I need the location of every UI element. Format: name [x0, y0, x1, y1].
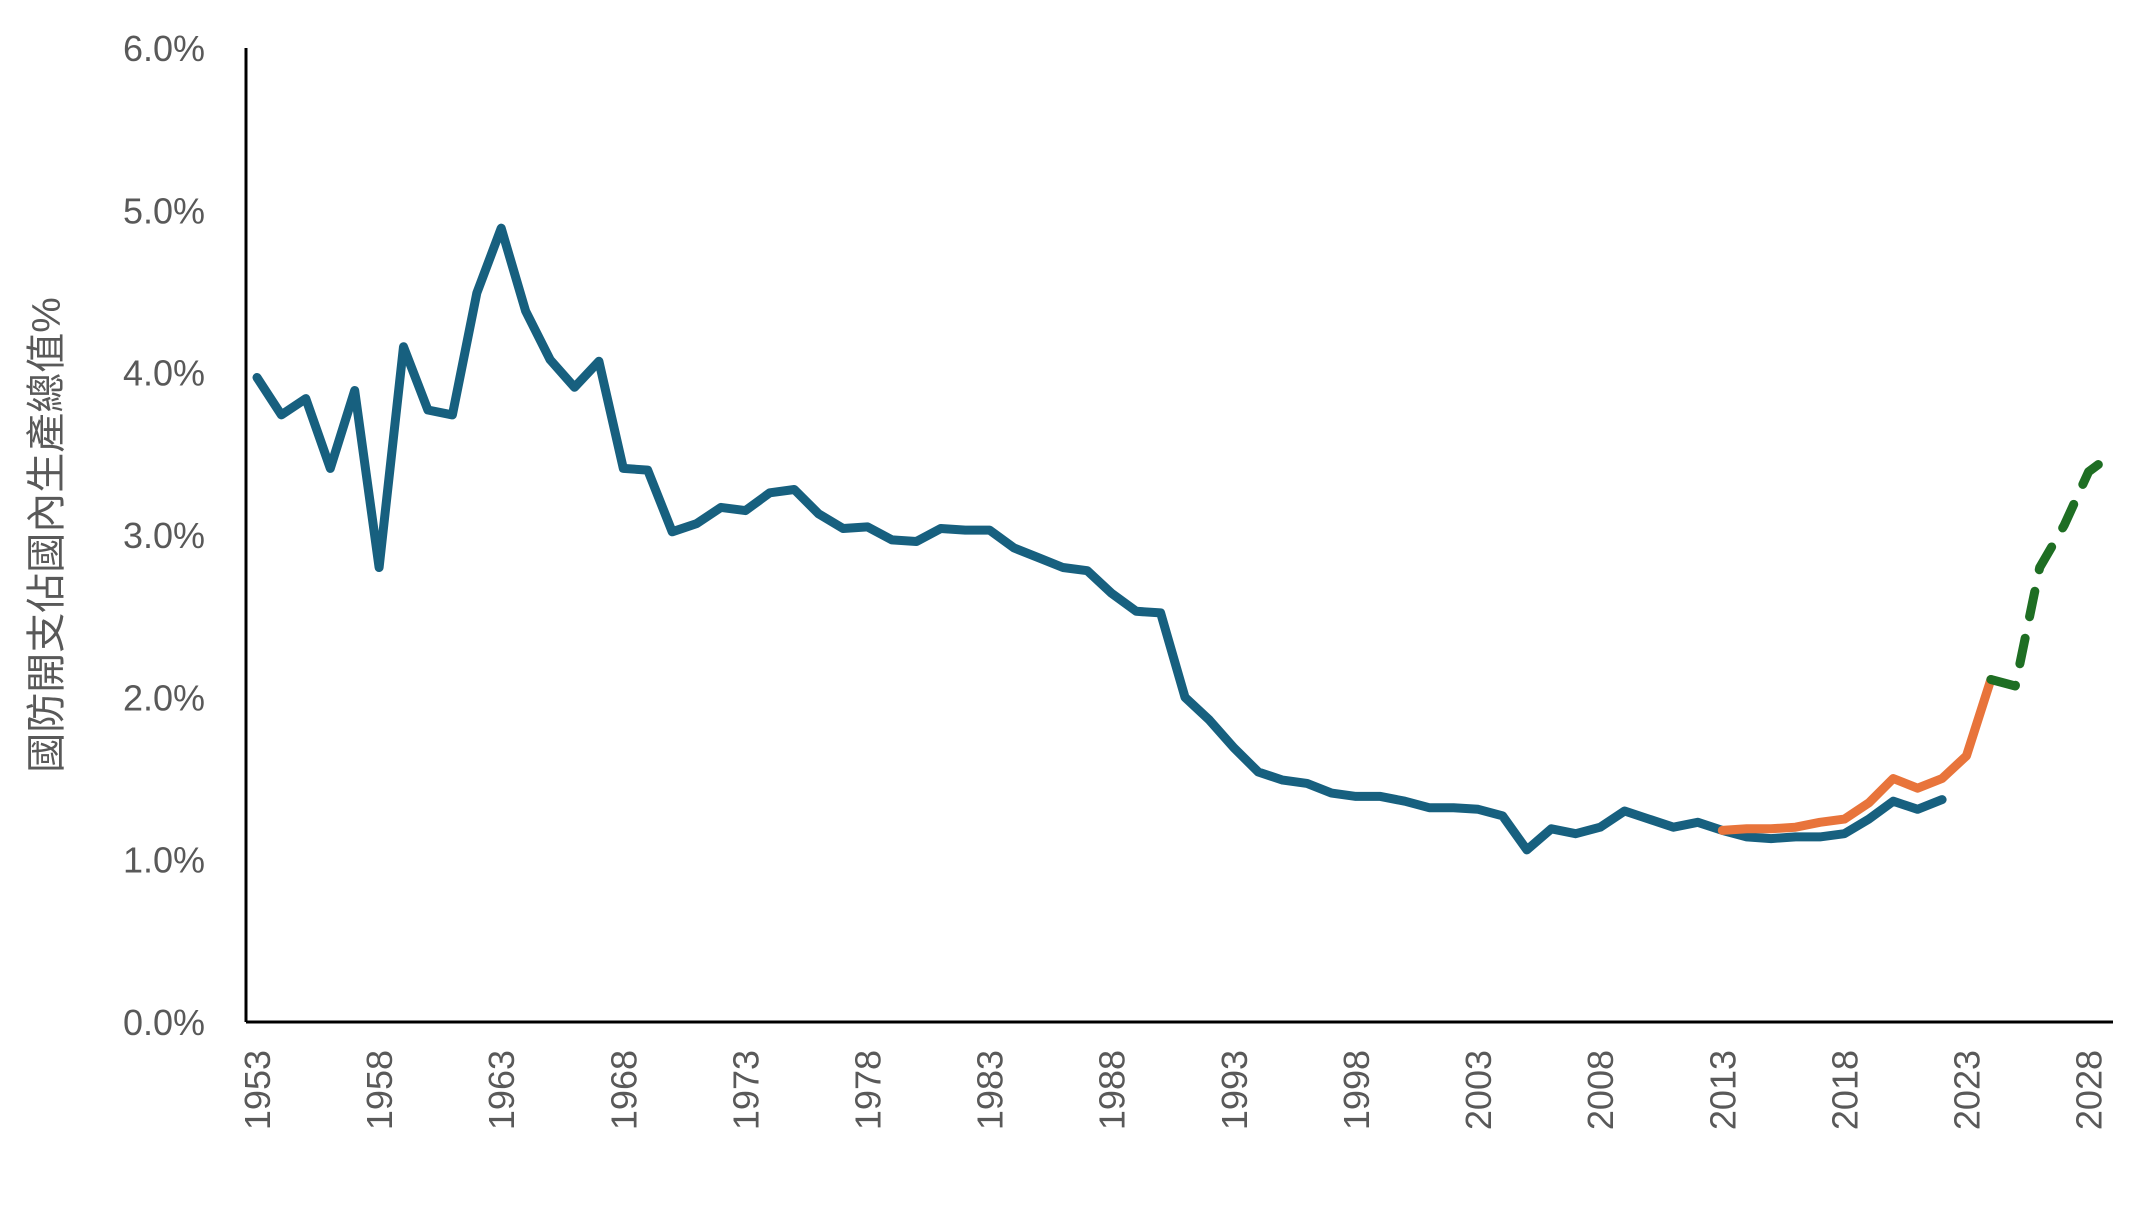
y-tick-label: 1.0% [123, 840, 205, 881]
series-blue-line [252, 223, 1947, 855]
x-tick-label: 1983 [970, 1050, 1011, 1130]
x-tick-label: 2013 [1702, 1050, 1743, 1130]
x-tick-label: 1968 [603, 1050, 644, 1130]
y-axis-ticks: 0.0% 1.0% 2.0% 3.0% 4.0% 5.0% 6.0% [123, 28, 205, 1043]
x-tick-label: 1958 [359, 1050, 400, 1130]
x-tick-label: 2008 [1580, 1050, 1621, 1130]
x-tick-label: 2018 [1824, 1050, 1865, 1130]
y-tick-label: 4.0% [123, 353, 205, 394]
x-tick-label: 1973 [725, 1050, 766, 1130]
x-tick-label: 1963 [481, 1050, 522, 1130]
x-tick-label: 1953 [237, 1050, 278, 1130]
y-axis-label: 國防開支佔國內生產總值% [25, 297, 69, 773]
y-tick-label: 2.0% [123, 677, 205, 718]
x-tick-label: 1993 [1214, 1050, 1255, 1130]
series-green-projection-line [1986, 449, 2118, 691]
series-orange-line [1717, 675, 1996, 835]
x-tick-label: 2028 [2069, 1050, 2110, 1130]
x-axis-ticks: 1953 1958 1963 1968 1973 1978 1983 1988 1993 1998… [237, 1050, 2110, 1130]
x-tick-label: 1998 [1336, 1050, 1377, 1130]
x-tick-label: 2003 [1458, 1050, 1499, 1130]
x-tick-label: 2023 [1946, 1050, 1987, 1130]
series-group [252, 223, 2118, 855]
x-tick-label: 1988 [1092, 1050, 1133, 1130]
x-tick-label: 1978 [848, 1050, 889, 1130]
y-tick-label: 5.0% [123, 190, 205, 231]
y-tick-label: 3.0% [123, 515, 205, 556]
y-tick-label: 0.0% [123, 1002, 205, 1043]
y-tick-label: 6.0% [123, 28, 205, 69]
